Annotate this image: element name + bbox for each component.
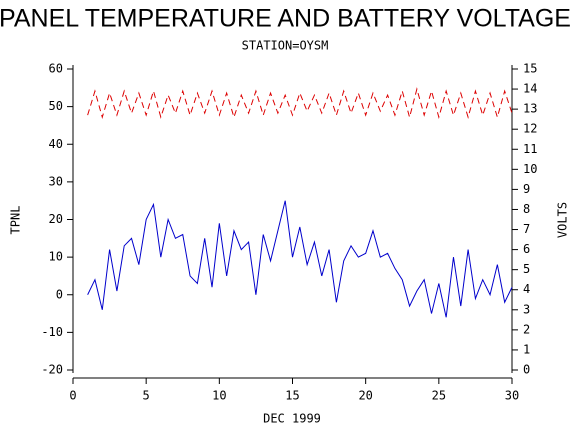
y-tick-label: 30 [49, 174, 63, 188]
y2-tick-label: 11 [523, 142, 537, 156]
y2-tick-label: 10 [523, 162, 537, 176]
y2-tick-label: 13 [523, 102, 537, 116]
y-tick-label: 40 [49, 137, 63, 151]
y2-tick-label: 12 [523, 122, 537, 136]
y2-tick-label: 4 [523, 282, 530, 296]
y-axis-label: TPNL [9, 206, 23, 235]
x-tick-label: 15 [285, 389, 299, 403]
y2-tick-label: 3 [523, 302, 530, 316]
x-tick-label: 25 [432, 389, 446, 403]
x-tick-label: 0 [69, 389, 76, 403]
y2-tick-label: 5 [523, 262, 530, 276]
x-tick-label: 30 [505, 389, 519, 403]
y2-tick-label: 8 [523, 202, 530, 216]
y-tick-label: -10 [41, 325, 63, 339]
y2-tick-label: 0 [523, 363, 530, 377]
chart-subtitle: STATION=OYSM [242, 39, 329, 53]
x-tick-label: 20 [358, 389, 372, 403]
y2-tick-label: 1 [523, 342, 530, 356]
y2-axis-label: VOLTS [556, 202, 570, 238]
y2-tick-label: 14 [523, 82, 537, 96]
y2-tick-label: 6 [523, 242, 530, 256]
y2-tick-label: 2 [523, 322, 530, 336]
y-tick-label: 60 [49, 62, 63, 76]
y2-tick-label: 15 [523, 62, 537, 76]
x-tick-label: 5 [143, 389, 150, 403]
data-line [87, 87, 513, 120]
y-tick-label: -20 [41, 363, 63, 377]
y-tick-label: 10 [49, 250, 63, 264]
chart-title: PANEL TEMPERATURE AND BATTERY VOLTAGE [0, 5, 570, 33]
y2-tick-label: 7 [523, 222, 530, 236]
x-axis-label: DEC 1999 [263, 412, 321, 426]
y-tick-label: 0 [56, 287, 63, 301]
data-line [87, 200, 513, 318]
y-tick-label: 50 [49, 99, 63, 113]
y2-tick-label: 9 [523, 182, 530, 196]
y-tick-label: 20 [49, 212, 63, 226]
x-tick-label: 10 [212, 389, 226, 403]
